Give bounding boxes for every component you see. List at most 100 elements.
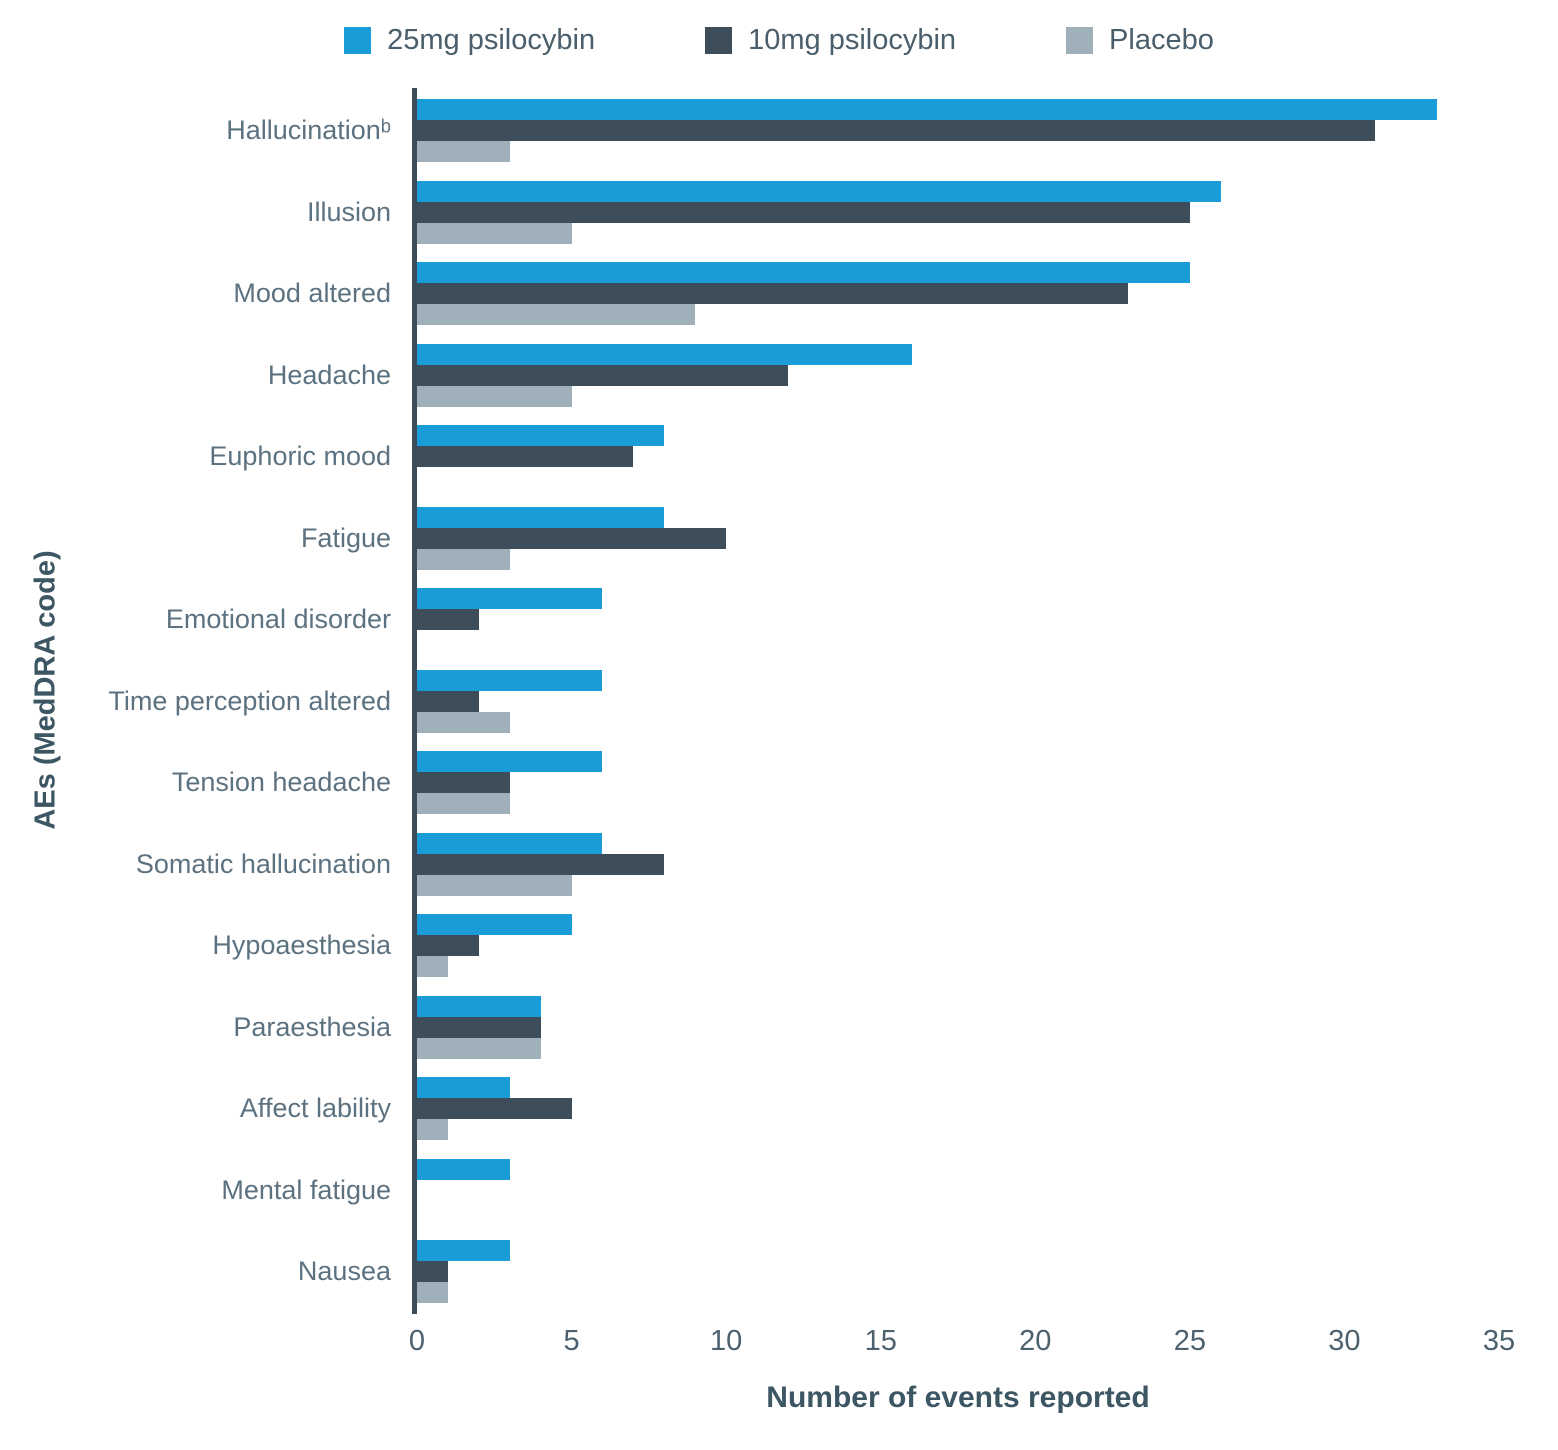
bar-placebo	[417, 141, 510, 163]
bar-10mg-psilocybin	[417, 772, 510, 794]
bar-group	[417, 180, 1499, 244]
bar-group	[417, 343, 1499, 407]
x-tick-label: 30	[1328, 1324, 1361, 1357]
bar-10mg-psilocybin	[417, 1098, 572, 1120]
bar-placebo	[417, 385, 572, 407]
bar-placebo	[417, 711, 510, 733]
legend-swatch	[705, 26, 733, 54]
x-tick-label: 5	[563, 1324, 580, 1357]
x-tick-label: 0	[408, 1324, 426, 1357]
bar-10mg-psilocybin	[417, 446, 634, 468]
x-tick-label: 15	[864, 1324, 897, 1357]
bar-25mg-psilocybin	[417, 99, 1438, 121]
x-tick-label: 20	[1019, 1324, 1052, 1357]
bar-25mg-psilocybin	[417, 1240, 510, 1262]
category-label: Illusion	[306, 196, 391, 227]
bar-group	[417, 914, 1499, 978]
bar-group	[417, 1077, 1499, 1141]
category-label: Mental fatigue	[221, 1174, 391, 1205]
legend-label: 25mg psilocybin	[387, 23, 596, 56]
bar-10mg-psilocybin	[417, 201, 1190, 223]
legend-label: Placebo	[1109, 23, 1214, 56]
x-axis-ticks: 0 5 10 15 20 25 30 35	[409, 1324, 1515, 1367]
bar-placebo	[417, 304, 696, 326]
x-tick-label: 10	[710, 1324, 743, 1357]
chart-row: Nausea	[0, 1231, 1558, 1313]
bar-25mg-psilocybin	[417, 914, 572, 936]
bar-group	[417, 99, 1499, 163]
bar-25mg-psilocybin	[417, 425, 665, 447]
y-axis-title: AEs (MedDRA code)	[29, 550, 62, 830]
category-label: Tension headache	[171, 767, 391, 798]
bar-placebo	[417, 793, 510, 815]
category-label: Hallucinationᵇ	[226, 115, 391, 146]
chart-row: Emotional disorder	[0, 579, 1558, 661]
bar-placebo	[417, 956, 448, 978]
bar-25mg-psilocybin	[417, 343, 912, 365]
legend: 25mg psilocybin 10mg psilocybin Placebo	[0, 22, 1558, 58]
bar-10mg-psilocybin	[417, 853, 665, 875]
bar-25mg-psilocybin	[417, 506, 665, 528]
chart-row: Mood altered	[0, 253, 1558, 335]
bar-25mg-psilocybin	[417, 995, 541, 1017]
bar-placebo	[417, 874, 572, 896]
x-tick-label: 25	[1173, 1324, 1206, 1357]
bar-10mg-psilocybin	[417, 527, 727, 549]
bar-group	[417, 506, 1499, 570]
bar-group	[417, 995, 1499, 1059]
category-label: Hypoaesthesia	[212, 930, 391, 961]
bar-group	[417, 262, 1499, 326]
category-label: Somatic hallucination	[135, 848, 391, 879]
bar-25mg-psilocybin	[417, 832, 603, 854]
bar-10mg-psilocybin	[417, 364, 788, 386]
chart-row: Euphoric mood	[0, 416, 1558, 498]
bar-10mg-psilocybin	[417, 120, 1376, 142]
bar-placebo	[417, 1037, 541, 1059]
bar-group	[417, 425, 1499, 488]
chart-row: Paraesthesia	[0, 987, 1558, 1069]
bar-group	[417, 751, 1499, 815]
bar-10mg-psilocybin	[417, 283, 1129, 305]
category-label: Euphoric mood	[209, 441, 391, 472]
x-tick-label: 35	[1482, 1324, 1516, 1357]
chart-row: Headache	[0, 335, 1558, 417]
chart-row: Hypoaesthesia	[0, 905, 1558, 987]
bar-25mg-psilocybin	[417, 1077, 510, 1099]
category-label: Headache	[267, 359, 391, 390]
chart-row: Tension headache	[0, 742, 1558, 824]
bar-10mg-psilocybin	[417, 1261, 448, 1283]
bar-group	[417, 832, 1499, 896]
chart-row: Affect lability	[0, 1068, 1558, 1150]
bar-10mg-psilocybin	[417, 690, 479, 712]
bar-25mg-psilocybin	[417, 669, 603, 691]
bar-10mg-psilocybin	[417, 1016, 541, 1038]
bar-25mg-psilocybin	[417, 588, 603, 610]
bar-25mg-psilocybin	[417, 180, 1221, 202]
chart-row: Hallucinationᵇ	[0, 90, 1558, 172]
bar-group	[417, 1240, 1499, 1304]
bar-group	[417, 669, 1499, 733]
bar-placebo	[417, 548, 510, 570]
bar-placebo	[417, 1282, 448, 1304]
category-label: Time perception altered	[108, 685, 391, 716]
chart-row: Illusion	[0, 172, 1558, 254]
chart-row: Somatic hallucination	[0, 824, 1558, 906]
bar-group	[417, 588, 1499, 651]
bar-25mg-psilocybin	[417, 1158, 510, 1180]
chart-row: Fatigue	[0, 498, 1558, 580]
bar-group	[417, 1158, 1499, 1222]
chart-row: Time perception altered	[0, 661, 1558, 743]
category-label: Mood altered	[233, 278, 391, 309]
category-label: Paraesthesia	[233, 1011, 391, 1042]
bar-25mg-psilocybin	[417, 262, 1190, 284]
legend-label: 10mg psilocybin	[748, 23, 957, 56]
y-axis-line	[412, 88, 417, 1314]
category-label: Fatigue	[300, 522, 391, 553]
chart-rows: Hallucinationᵇ Illusion Mood altered Headac…	[0, 90, 1558, 1313]
bar-10mg-psilocybin	[417, 935, 479, 957]
bar-25mg-psilocybin	[417, 751, 603, 773]
bar-10mg-psilocybin	[417, 609, 479, 631]
legend-swatch	[1066, 26, 1094, 54]
category-label: Nausea	[297, 1256, 391, 1287]
